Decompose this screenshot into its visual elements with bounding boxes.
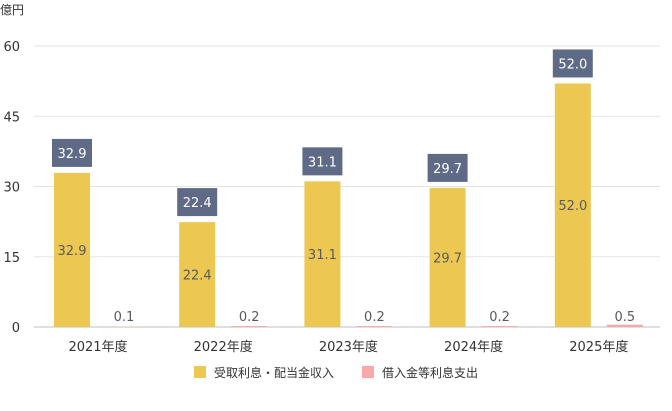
y-axis-unit-label: 億円: [0, 3, 24, 17]
x-tick-label: 2021年度: [68, 339, 127, 355]
bar-income: [179, 222, 216, 327]
x-tick-label: 2023年度: [319, 339, 378, 355]
bar-income-callout: [52, 138, 92, 167]
bar-expense-label: 0.2: [239, 310, 260, 325]
data-labels: 32.9 32.9 0.1 22.4 22.4 0.2 31.1 31.1 0.2 29.7 29.…: [52, 49, 635, 325]
bar-income: [54, 172, 90, 327]
bar-income-inner-label: 31.1: [308, 248, 337, 263]
bar-expense: [481, 326, 518, 327]
bar-income-callout-label: 31.1: [308, 155, 337, 170]
bar-income-callout: [302, 147, 343, 176]
bar-expense: [356, 326, 393, 327]
legend-swatch-borrowing-interest-expense: [362, 366, 374, 378]
bar-expense-label: 0.2: [489, 310, 510, 325]
bar-income-inner-label: 29.7: [433, 251, 462, 266]
y-axis-ticks: 0 15 30 45 60: [3, 40, 20, 336]
bar-income-callout: [427, 153, 468, 182]
bar-income-callout-label: 22.4: [183, 196, 212, 211]
x-tick-label: 2022年度: [194, 339, 253, 355]
legend-item-borrowing-interest-expense: 借入金等利息支出: [362, 364, 478, 381]
bar-income: [304, 181, 341, 327]
bar-expense-label: 0.2: [364, 310, 385, 325]
bar-income-inner-label: 22.4: [183, 269, 212, 284]
legend-label-borrowing-interest-expense: 借入金等利息支出: [382, 365, 479, 380]
y-tick-label: 60: [3, 40, 20, 55]
legend-item-interest-dividend-income: 受取利息・配当金収入: [193, 364, 334, 381]
bar-income-callout-label: 32.9: [58, 147, 87, 162]
y-tick-label: 30: [3, 181, 20, 196]
bar-expense-label: 0.1: [114, 310, 135, 325]
bar-expense: [231, 326, 268, 327]
x-tick-label: 2025年度: [569, 339, 628, 355]
x-tick-label: 2024年度: [444, 339, 503, 355]
bar-income: [554, 83, 591, 327]
x-axis-ticks: 2021年度 2022年度 2023年度 2024年度 2025年度: [68, 339, 628, 355]
bar-income-inner-label: 52.0: [558, 199, 587, 214]
bar-expense: [606, 324, 643, 327]
bar-income: [429, 187, 466, 327]
bar-expense-label: 0.5: [614, 310, 635, 325]
y-tick-label: 0: [12, 321, 20, 336]
bar-income-callout: [552, 49, 593, 78]
bar-income-callout-label: 29.7: [433, 162, 462, 177]
bars: [54, 83, 643, 328]
bar-income-inner-label: 32.9: [58, 244, 87, 259]
bar-income-callout-label: 52.0: [558, 57, 587, 72]
y-tick-label: 15: [3, 251, 20, 266]
legend: 受取利息・配当金収入 借入金等利息支出: [0, 358, 672, 386]
bar-expense: [106, 326, 142, 328]
legend-swatch-interest-dividend-income: [193, 366, 206, 378]
legend-label-interest-dividend-income: 受取利息・配当金収入: [213, 365, 334, 380]
y-tick-label: 45: [3, 110, 20, 125]
bar-income-callout: [177, 188, 218, 217]
